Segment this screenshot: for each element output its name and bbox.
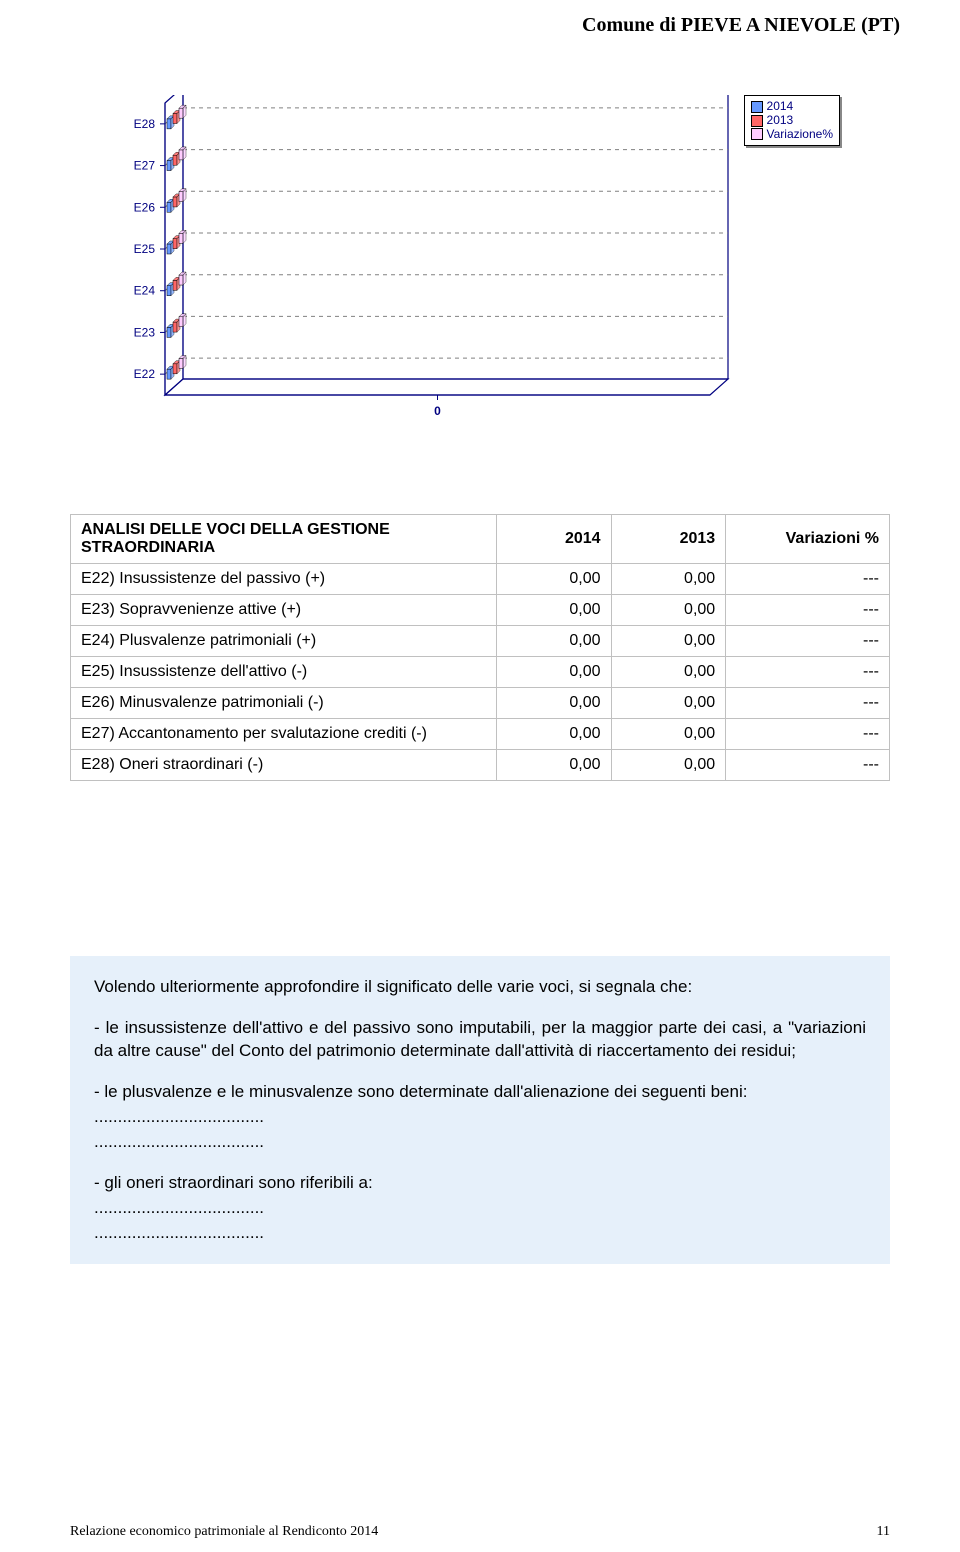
chart-svg: E28 E27 E26 E25 E24 E23 E22 0 <box>110 95 730 425</box>
table-header-row: ANALISI DELLE VOCI DELLA GESTIONE STRAOR… <box>71 515 890 564</box>
svg-text:E25: E25 <box>134 242 156 256</box>
row-label: E28) Oneri straordinari (-) <box>71 750 497 781</box>
row-year1: 0,00 <box>496 564 611 595</box>
row-year2: 0,00 <box>611 626 726 657</box>
info-p1: Volendo ulteriormente approfondire il si… <box>94 976 866 999</box>
footer-page-number: 11 <box>877 1524 890 1540</box>
row-year2: 0,00 <box>611 750 726 781</box>
footer-left: Relazione economico patrimoniale al Rend… <box>70 1524 378 1540</box>
row-variation: --- <box>726 564 890 595</box>
legend-item: 2013 <box>751 114 833 128</box>
legend-label: 2014 <box>767 100 794 114</box>
row-year1: 0,00 <box>496 719 611 750</box>
legend-label: Variazione% <box>767 128 833 142</box>
legend-swatch <box>751 101 763 113</box>
table-header-year2: 2013 <box>611 515 726 564</box>
table-header-year1: 2014 <box>496 515 611 564</box>
row-variation: --- <box>726 595 890 626</box>
row-year2: 0,00 <box>611 688 726 719</box>
legend-item: Variazione% <box>751 128 833 142</box>
info-p4-dots1: .................................... <box>94 1197 866 1220</box>
svg-text:E22: E22 <box>134 367 156 381</box>
table-row: E28) Oneri straordinari (-)0,000,00--- <box>71 750 890 781</box>
row-label: E25) Insussistenze dell'attivo (-) <box>71 657 497 688</box>
row-year1: 0,00 <box>496 657 611 688</box>
row-year1: 0,00 <box>496 750 611 781</box>
svg-text:E24: E24 <box>134 284 156 298</box>
row-label: E27) Accantonamento per svalutazione cre… <box>71 719 497 750</box>
svg-text:E23: E23 <box>134 325 156 339</box>
row-label: E24) Plusvalenze patrimoniali (+) <box>71 626 497 657</box>
row-year2: 0,00 <box>611 564 726 595</box>
chart-container: 20142013Variazione% E28E27E26E25E24E23E2… <box>110 95 840 425</box>
row-variation: --- <box>726 688 890 719</box>
info-p2: - le insussistenze dell'attivo e del pas… <box>94 1017 866 1063</box>
info-p3-dots1: .................................... <box>94 1106 866 1129</box>
row-year2: 0,00 <box>611 595 726 626</box>
svg-text:E27: E27 <box>134 159 156 173</box>
row-year2: 0,00 <box>611 657 726 688</box>
row-year1: 0,00 <box>496 626 611 657</box>
table-header-variation: Variazioni % <box>726 515 890 564</box>
svg-text:E28: E28 <box>134 117 156 131</box>
page-header-title: Comune di PIEVE A NIEVOLE (PT) <box>582 14 900 37</box>
info-p3: - le plusvalenze e le minusvalenze sono … <box>94 1081 866 1104</box>
info-p4: - gli oneri straordinari sono riferibili… <box>94 1172 866 1195</box>
info-p3-dots2: .................................... <box>94 1131 866 1154</box>
info-box: Volendo ulteriormente approfondire il si… <box>70 956 890 1264</box>
row-variation: --- <box>726 626 890 657</box>
legend-swatch <box>751 115 763 127</box>
table-row: E23) Sopravvenienze attive (+)0,000,00--… <box>71 595 890 626</box>
row-year1: 0,00 <box>496 595 611 626</box>
gestione-straordinaria-table: ANALISI DELLE VOCI DELLA GESTIONE STRAOR… <box>70 514 890 781</box>
table-row: E27) Accantonamento per svalutazione cre… <box>71 719 890 750</box>
chart-plot-area: E28 E27 E26 E25 E24 E23 E22 0 <box>110 95 730 425</box>
row-year2: 0,00 <box>611 719 726 750</box>
table-row: E25) Insussistenze dell'attivo (-)0,000,… <box>71 657 890 688</box>
row-variation: --- <box>726 657 890 688</box>
table-row: E24) Plusvalenze patrimoniali (+)0,000,0… <box>71 626 890 657</box>
legend-label: 2013 <box>767 114 794 128</box>
row-label: E22) Insussistenze del passivo (+) <box>71 564 497 595</box>
table-row: E26) Minusvalenze patrimoniali (-)0,000,… <box>71 688 890 719</box>
table-row: E22) Insussistenze del passivo (+)0,000,… <box>71 564 890 595</box>
legend-swatch <box>751 128 763 140</box>
svg-text:E26: E26 <box>134 200 156 214</box>
svg-text:0: 0 <box>434 404 441 418</box>
info-p4-dots2: .................................... <box>94 1222 866 1245</box>
row-variation: --- <box>726 719 890 750</box>
chart-legend: 20142013Variazione% <box>744 95 840 146</box>
row-label: E23) Sopravvenienze attive (+) <box>71 595 497 626</box>
table-header-title: ANALISI DELLE VOCI DELLA GESTIONE STRAOR… <box>71 515 497 564</box>
row-year1: 0,00 <box>496 688 611 719</box>
legend-item: 2014 <box>751 100 833 114</box>
row-variation: --- <box>726 750 890 781</box>
row-label: E26) Minusvalenze patrimoniali (-) <box>71 688 497 719</box>
